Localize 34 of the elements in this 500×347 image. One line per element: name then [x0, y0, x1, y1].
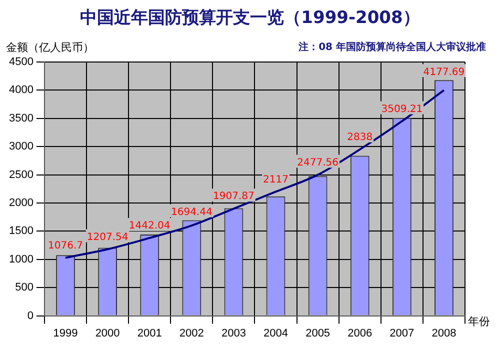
y-tick-label: 4500	[8, 56, 34, 68]
x-axis-title: 年份	[468, 314, 490, 329]
x-tick-label: 2005	[306, 327, 330, 340]
x-tick-label: 2008	[432, 327, 456, 340]
data-label: 1442.04	[128, 220, 170, 232]
data-label: 1076.7	[48, 240, 83, 252]
y-tick-label: 0	[27, 310, 34, 322]
data-label: 2838	[347, 132, 373, 144]
data-label: 2117	[263, 174, 288, 186]
data-label: 2477.56	[297, 157, 338, 168]
x-tick-label: 2001	[137, 327, 162, 340]
x-tick-label: 2000	[95, 327, 120, 340]
chart-subtitle: 注：08 年国防预算尚待全国人大审议批准	[298, 40, 486, 54]
y-tick-label: 4000	[8, 84, 34, 96]
x-tick-label: 1999	[53, 327, 78, 340]
y-tick-label: 3000	[8, 140, 34, 153]
y-tick-label: 500	[15, 282, 34, 294]
data-label: 4177.69	[423, 66, 465, 78]
data-label: 1694.44	[170, 206, 212, 218]
x-tick-label: 2004	[264, 327, 288, 340]
data-label: 1207.54	[86, 232, 128, 243]
y-tick-label: 2000	[8, 197, 34, 210]
x-tick-label: 2007	[390, 327, 414, 340]
x-tick-label: 2003	[221, 327, 246, 340]
x-tick-label: 2006	[348, 327, 372, 340]
chart-title: 中国近年国防预算开支一览（1999-2008）	[79, 7, 421, 29]
data-label: 1907.87	[213, 191, 254, 202]
data-label: 3509.21	[381, 104, 423, 115]
y-tick-label: 3500	[8, 112, 34, 124]
y-axis-title: 金额（亿人民币）	[6, 40, 94, 55]
x-tick-label: 2002	[179, 327, 204, 340]
y-tick-label: 2500	[8, 168, 34, 181]
y-tick-label: 1500	[8, 225, 34, 238]
y-tick-label: 1000	[8, 253, 34, 266]
